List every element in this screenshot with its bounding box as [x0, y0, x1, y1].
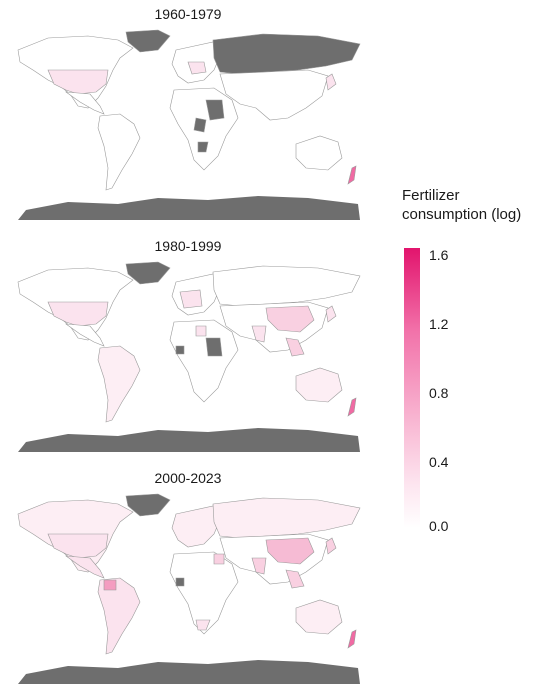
china [265, 537, 315, 565]
usa [47, 301, 109, 327]
west-africa [175, 345, 185, 355]
legend-tick-label: 1.2 [429, 316, 449, 332]
australia [295, 599, 343, 635]
panel-title: 1960-1979 [154, 6, 222, 22]
greenland [125, 493, 171, 517]
legend-color-bar [404, 248, 420, 528]
japan [325, 73, 337, 91]
new-zealand [347, 397, 357, 417]
japan [325, 537, 337, 555]
panel-title: 2000-2023 [154, 470, 222, 486]
world-map-2000-2023 [17, 493, 361, 684]
colombia [103, 579, 117, 591]
japan [325, 305, 337, 323]
eastern-europe [187, 61, 207, 75]
europe [171, 505, 221, 548]
southeast-asia [285, 337, 305, 357]
legend-tick [421, 324, 425, 325]
legend-tick-label: 1.6 [429, 247, 449, 263]
world-map-1960-1979 [17, 29, 361, 220]
usa [47, 69, 109, 95]
south-america [97, 345, 141, 423]
legend-tick [421, 393, 425, 394]
legend-title: Fertilizer consumption (log) [402, 186, 521, 224]
russia [212, 497, 361, 539]
congo [193, 117, 207, 133]
panel-title: 1980-1999 [154, 238, 222, 254]
egypt [213, 553, 225, 565]
legend-tick [421, 526, 425, 527]
west-africa [175, 577, 185, 587]
greenland [125, 261, 171, 285]
india [251, 325, 267, 343]
legend-tick-label: 0.4 [429, 454, 449, 470]
south-africa [195, 619, 211, 631]
mexico-central-america [64, 323, 105, 347]
antarctica [18, 428, 360, 452]
southeast-asia [285, 569, 305, 589]
legend-title-line2: consumption (log) [402, 206, 522, 223]
australia [295, 135, 343, 171]
south-america [97, 577, 141, 655]
australia [295, 367, 343, 403]
antarctica [18, 660, 360, 684]
asia [219, 69, 329, 121]
ussr [212, 33, 361, 75]
usa [47, 533, 109, 559]
china [265, 305, 315, 333]
legend-tick-label: 0.8 [429, 385, 449, 401]
legend-tick [421, 255, 425, 256]
mexico-central-america [64, 91, 105, 115]
legend-tick [421, 462, 425, 463]
sudan [205, 337, 223, 357]
antarctica [18, 196, 360, 220]
angola [197, 141, 209, 153]
india [251, 557, 267, 575]
world-map-1980-1999 [17, 261, 361, 452]
chad [195, 325, 207, 337]
russia [212, 265, 361, 307]
new-zealand [347, 165, 357, 185]
western-europe [179, 289, 203, 309]
south-america [97, 113, 141, 191]
greenland [125, 29, 171, 53]
new-zealand [347, 629, 357, 649]
sudan [205, 99, 225, 121]
legend-tick-label: 0.0 [429, 518, 449, 534]
mexico-central-america [64, 555, 105, 579]
legend-title-line1: Fertilizer [402, 187, 460, 204]
